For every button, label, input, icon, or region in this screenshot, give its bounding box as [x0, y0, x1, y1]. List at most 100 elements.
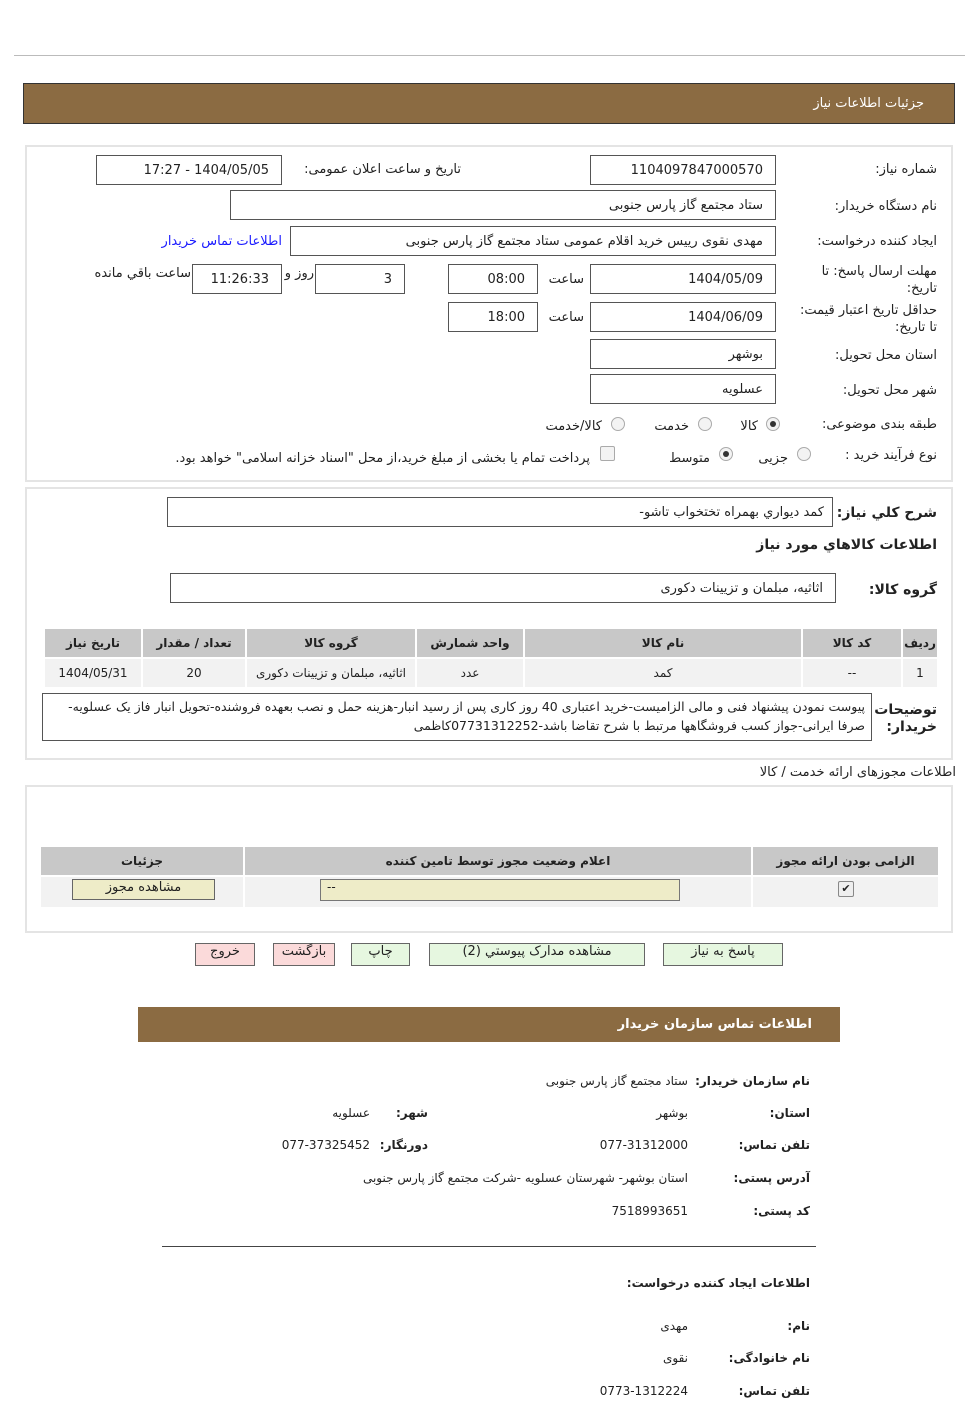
validity-time-label: ساعت [548, 310, 584, 325]
goods-table-header: ردیف کد کالا نام کالا واحد شمارش گروه کا… [43, 627, 939, 659]
deadline-time-label: ساعت [548, 272, 584, 287]
cell-qty: 20 [141, 657, 247, 689]
process-radio-minor[interactable] [797, 447, 811, 461]
province-label: استان محل تحویل: [835, 348, 937, 363]
col-code: کد کالا [801, 627, 903, 659]
col-status: اعلام وضعیت مجوز توسط تامین کننده [243, 845, 753, 877]
last-name-label: نام خانوادگی: [728, 1351, 810, 1365]
process-radio-medium[interactable] [719, 447, 733, 461]
announce-field: 1404/05/05 - 17:27 [96, 155, 282, 185]
city-info-value: عسلویه [332, 1106, 370, 1120]
summary-field: كمد ديواري بهمراه تختخواب تاشو- [167, 497, 833, 527]
permits-title: اطلاعات مجوزهای ارائه خدمت / کالا [759, 765, 956, 780]
province-info-value: بوشهر [656, 1106, 688, 1120]
deadline-time-field: 08:00 [448, 264, 538, 294]
table-row: 1 -- کمد عدد اثاثیه، مبلمان و تزیینات دک… [43, 657, 939, 689]
validity-date-field: 1404/06/09 [590, 302, 776, 332]
need-no-field: 1104097847000570 [590, 155, 776, 185]
category-option-service: خدمت [654, 419, 689, 434]
deadline-label-1: مهلت ارسال پاسخ: تا [821, 264, 937, 279]
contact-divider [162, 1246, 816, 1247]
goods-section [25, 487, 953, 760]
address-value: استان بوشهر- شهرستان عسلویه -شرکت مجتمع … [362, 1171, 688, 1185]
category-radio-service[interactable] [698, 417, 712, 431]
validity-label-1: حداقل تاریخ اعتبار قیمت: [799, 303, 937, 318]
contact-title: اطلاعات تماس سازمان خریدار [617, 1017, 812, 1032]
phone-value: 077-31312000 [599, 1138, 688, 1152]
category-option-both: کالا/خدمت [545, 419, 602, 434]
view-permit-button[interactable]: مشاهده مجوز [72, 879, 215, 900]
permits-table-header: الزامی بودن ارائه مجوز اعلام وضعیت مجوز … [39, 845, 940, 877]
province-field: بوشهر [590, 339, 776, 369]
remaining-field: 11:26:33 [192, 264, 282, 294]
attachments-button[interactable]: مشاهده مدارک پیوستي (2) [429, 943, 645, 966]
notes-label: توضیحات خریدار: [874, 702, 937, 735]
validity-time-field: 18:00 [448, 302, 538, 332]
category-option-goods: کالا [740, 419, 758, 434]
first-name-label: نام: [787, 1319, 810, 1333]
deadline-label: مهلت ارسال پاسخ: تا تاریخ: [822, 263, 937, 297]
summary-label: شرح كلي نياز: [836, 505, 937, 521]
page-header: جزئیات اطلاعات نیاز [23, 83, 955, 124]
page-title: جزئیات اطلاعات نیاز [813, 96, 924, 111]
print-button[interactable]: چاپ [351, 943, 410, 966]
payment-note: پرداخت تمام یا بخشی از مبلغ خرید،از محل … [175, 451, 590, 466]
city-field: عسلویه [590, 374, 776, 404]
deadline-label-2: تاریخ: [906, 281, 937, 296]
address-label: آدرس پستی: [733, 1171, 810, 1185]
reply-button[interactable]: پاسخ به نیاز [663, 943, 783, 966]
cell-group: اثاثیه، مبلمان و تزیینات دکوری [245, 657, 417, 689]
process-label: نوع فرآیند خرید : [845, 448, 937, 463]
city-info-label: شهر: [396, 1106, 428, 1120]
creator-label: ایجاد کننده درخواست: [817, 234, 937, 249]
creator-field: مهدی نقوی رییس خرید اقلام عمومی ستاد مجت… [290, 226, 776, 256]
need-no-label: شماره نیاز: [875, 162, 937, 177]
permit-status-field[interactable]: -- [320, 879, 680, 901]
cell-name: کمد [523, 657, 803, 689]
days-label: روز و [284, 266, 314, 281]
col-row: ردیف [901, 627, 939, 659]
org-label: نام سازمان خریدار: [695, 1074, 810, 1088]
validity-label-2: تا تاریخ: [895, 320, 937, 335]
back-button[interactable]: بازگشت [273, 943, 335, 966]
remaining-label: ساعت باقي مانده [94, 266, 191, 281]
buyer-contact-link[interactable]: اطلاعات تماس خریدار [161, 234, 282, 249]
category-radio-both[interactable] [611, 417, 625, 431]
category-label: طبقه بندی موضوعی: [821, 417, 937, 432]
creator-info-title: اطلاعات ایجاد کننده درخواست: [626, 1276, 810, 1290]
exit-button[interactable]: خروج [195, 943, 255, 966]
top-divider [14, 55, 965, 56]
province-info-label: استان: [769, 1106, 810, 1120]
city-label: شهر محل تحویل: [842, 383, 937, 398]
creator-phone-label: تلفن تماس: [738, 1384, 810, 1398]
process-option-medium: متوسط [669, 451, 710, 466]
contact-header: اطلاعات تماس سازمان خریدار [138, 1007, 840, 1042]
cell-code: -- [801, 657, 903, 689]
goods-section-title: اطلاعات كالاهاي مورد نياز [756, 537, 937, 553]
required-checkbox: ✔ [838, 881, 854, 897]
cell-unit: عدد [415, 657, 525, 689]
group-label: گروه کالا: [868, 582, 937, 598]
phone-label: تلفن تماس: [738, 1138, 810, 1152]
category-radio-goods[interactable] [766, 417, 780, 431]
col-required: الزامی بودن ارائه مجوز [751, 845, 940, 877]
col-date: تاریخ نیاز [43, 627, 143, 659]
goods-table: ردیف کد کالا نام کالا واحد شمارش گروه کا… [43, 627, 939, 689]
col-group: گروه کالا [245, 627, 417, 659]
col-unit: واحد شمارش [415, 627, 525, 659]
last-name-value: نقوی [662, 1351, 688, 1365]
org-value: ستاد مجتمع گاز پارس جنوبی [545, 1074, 688, 1088]
deadline-date-field: 1404/05/09 [590, 264, 776, 294]
days-field: 3 [315, 264, 405, 294]
col-details: جزئیات [39, 845, 245, 877]
col-name: نام کالا [523, 627, 803, 659]
col-qty: تعداد / مقدار [141, 627, 247, 659]
payment-checkbox[interactable] [600, 446, 615, 461]
validity-label: حداقل تاریخ اعتبار قیمت: تا تاریخ: [800, 302, 937, 336]
announce-label: تاریخ و ساعت اعلان عمومی: [304, 162, 461, 177]
first-name-value: مهدی [660, 1319, 688, 1333]
notes-field: پیوست نمودن پیشنهاد فنی و مالی الزامیست-… [42, 693, 872, 741]
cell-date: 1404/05/31 [43, 657, 143, 689]
postal-label: کد پستی: [753, 1204, 810, 1218]
creator-phone-value: 0773-1312224 [599, 1384, 688, 1398]
